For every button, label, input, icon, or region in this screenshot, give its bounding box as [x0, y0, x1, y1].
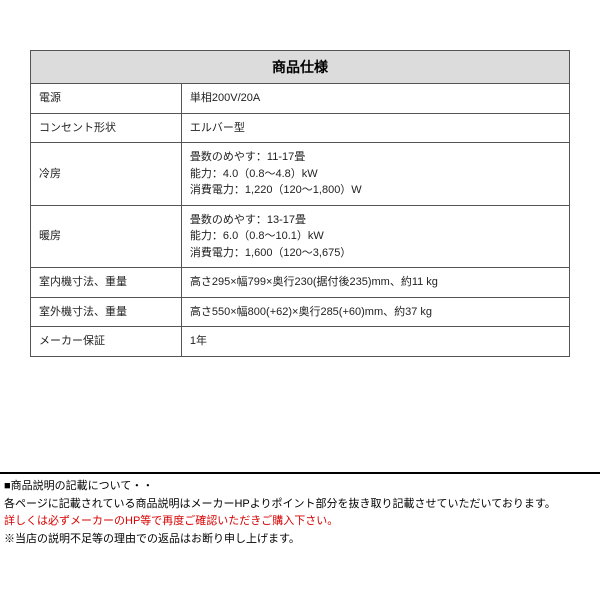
- spec-table: 商品仕様 電源 単相200V/20A コンセント形状 エルバー型 冷房 畳数のめ…: [30, 50, 570, 357]
- spec-title: 商品仕様: [31, 51, 570, 84]
- table-row: 電源 単相200V/20A: [31, 84, 570, 114]
- spec-value: エルバー型: [181, 113, 569, 143]
- spec-label: メーカー保証: [31, 327, 182, 357]
- spec-value: 畳数のめやす：11-17畳 能力：4.0（0.8～4.8）kW 消費電力：1,2…: [181, 143, 569, 206]
- spec-label: 暖房: [31, 205, 182, 268]
- note-disclaimer: ※当店の説明不足等の理由での返品はお断り申し上げます。: [4, 531, 596, 549]
- spec-label: コンセント形状: [31, 113, 182, 143]
- note-warning: 詳しくは必ずメーカーのHP等で再度ご確認いただきご購入下さい。: [4, 513, 596, 531]
- table-row: 冷房 畳数のめやす：11-17畳 能力：4.0（0.8～4.8）kW 消費電力：…: [31, 143, 570, 206]
- spec-label: 室内機寸法、重量: [31, 268, 182, 298]
- spec-container: 商品仕様 電源 単相200V/20A コンセント形状 エルバー型 冷房 畳数のめ…: [0, 0, 600, 357]
- spec-label: 冷房: [31, 143, 182, 206]
- spec-value: 単相200V/20A: [181, 84, 569, 114]
- table-row: メーカー保証 1年: [31, 327, 570, 357]
- spec-value: 1年: [181, 327, 569, 357]
- table-row: 暖房 畳数のめやす：13-17畳 能力：6.0（0.8～10.1）kW 消費電力…: [31, 205, 570, 268]
- table-row: 室内機寸法、重量 高さ295×幅799×奥行230(据付後235)mm、約11 …: [31, 268, 570, 298]
- table-row: コンセント形状 エルバー型: [31, 113, 570, 143]
- note-section: ■商品説明の記載について・・ 各ページに記載されている商品説明はメーカーHPより…: [0, 472, 600, 548]
- spec-value: 畳数のめやす：13-17畳 能力：6.0（0.8～10.1）kW 消費電力：1,…: [181, 205, 569, 268]
- spec-label: 電源: [31, 84, 182, 114]
- spec-value: 高さ295×幅799×奥行230(据付後235)mm、約11 kg: [181, 268, 569, 298]
- table-row: 室外機寸法、重量 高さ550×幅800(+62)×奥行285(+60)mm、約3…: [31, 297, 570, 327]
- note-heading: ■商品説明の記載について・・: [4, 478, 596, 496]
- spec-label: 室外機寸法、重量: [31, 297, 182, 327]
- spec-value: 高さ550×幅800(+62)×奥行285(+60)mm、約37 kg: [181, 297, 569, 327]
- note-body: 各ページに記載されている商品説明はメーカーHPよりポイント部分を抜き取り記載させ…: [4, 496, 596, 514]
